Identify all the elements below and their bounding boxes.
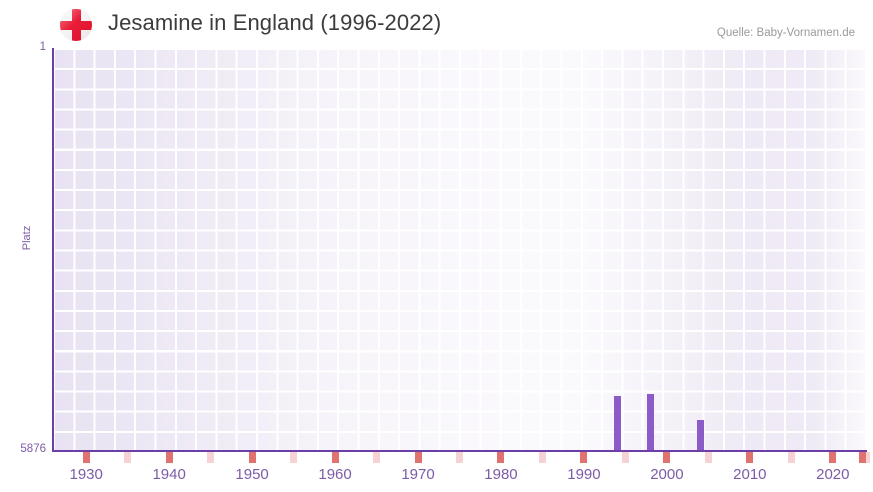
plot-gridlines [53, 48, 866, 451]
x-tick-mark-1970 [414, 452, 422, 463]
england-flag-icon [60, 9, 92, 41]
flag-gloss-overlay [60, 9, 92, 41]
x-tick-label-1940: 1940 [152, 466, 186, 483]
x-tick-label-1990: 1990 [567, 466, 601, 483]
x-tick-label-1930: 1930 [69, 466, 103, 483]
x-tick-label-1960: 1960 [318, 466, 352, 483]
y-axis-tick-bottom: 5876 [20, 443, 46, 455]
flag-cross-vertical [71, 9, 81, 41]
y-axis-tick-top: 1 [39, 41, 46, 53]
x-tick-mark-minor-2024 [862, 452, 870, 463]
x-tick-mark-right-edge [859, 452, 866, 463]
y-axis-label: Platz [21, 225, 33, 251]
x-tick-label-1980: 1980 [484, 466, 518, 483]
x-tick-label-2010: 2010 [733, 466, 767, 483]
x-tick-label-1970: 1970 [401, 466, 435, 483]
x-tick-mark-1950 [248, 452, 256, 463]
x-tick-mark-2000 [663, 452, 671, 463]
x-tick-mark-minor-1985 [538, 452, 546, 463]
x-tick-mark-1940 [165, 452, 173, 463]
x-tick-mark-minor-1955 [290, 452, 298, 463]
source-attribution: Quelle: Baby-Vornamen.de [716, 27, 855, 39]
x-tick-mark-minor-1945 [207, 452, 215, 463]
bar-2004[interactable] [696, 420, 704, 451]
x-tick-label-2020: 2020 [816, 466, 850, 483]
x-tick-mark-1930 [82, 452, 90, 463]
x-tick-mark-1960 [331, 452, 339, 463]
x-tick-mark-minor-1975 [456, 452, 463, 463]
x-tick-mark-minor-2015 [787, 452, 795, 463]
chart-header: Jesamine in England (1996-2022) Quelle: … [0, 0, 873, 48]
plot-area [53, 48, 866, 451]
y-axis-line [52, 48, 54, 452]
bar-1998[interactable] [646, 394, 654, 451]
x-tick-mark-1980 [497, 452, 505, 463]
x-tick-label-2000: 2000 [650, 466, 684, 483]
x-tick-mark-1990 [580, 452, 588, 463]
x-tick-mark-2010 [746, 452, 754, 463]
x-axis-line [52, 450, 867, 452]
x-tick-mark-minor-1995 [621, 452, 629, 463]
x-tick-mark-minor-1935 [124, 452, 132, 463]
x-tick-mark-minor-1965 [373, 452, 381, 463]
bar-1994[interactable] [613, 396, 621, 451]
x-tick-label-1950: 1950 [235, 466, 269, 483]
page-title: Jesamine in England (1996-2022) [108, 10, 442, 35]
x-tick-mark-2020 [829, 452, 837, 463]
x-tick-mark-minor-2005 [704, 452, 712, 463]
